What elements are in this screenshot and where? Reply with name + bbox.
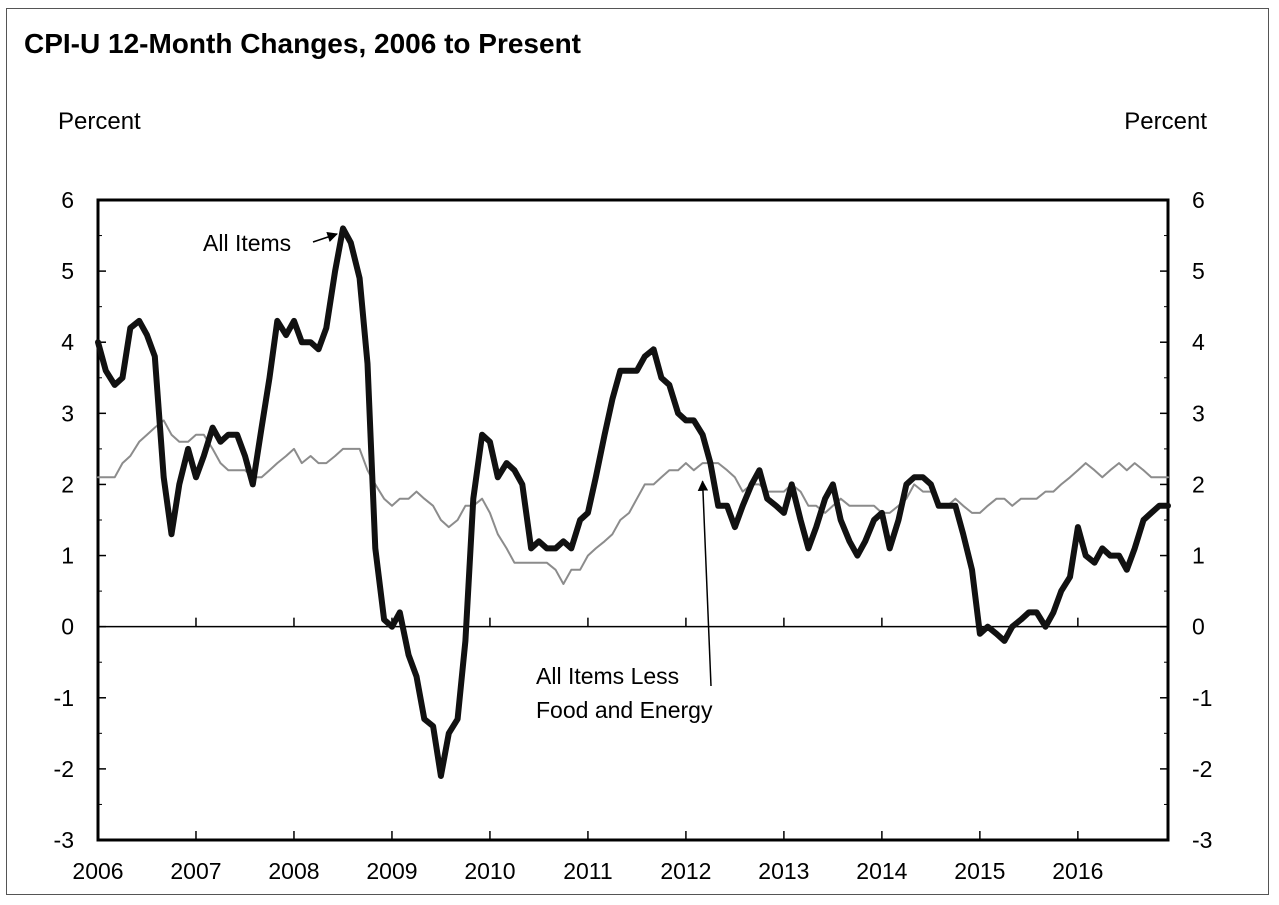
- y-tick-label-right: 3: [1192, 400, 1205, 426]
- x-tick-label: 2015: [954, 858, 1005, 884]
- y-tick-label-left: 3: [61, 400, 74, 426]
- y-tick-label-right: 2: [1192, 471, 1205, 497]
- chart-title: CPI-U 12-Month Changes, 2006 to Present: [24, 28, 582, 59]
- y-tick-label-left: 1: [61, 543, 74, 569]
- annotation-all-items: All Items: [203, 230, 291, 256]
- y-tick-label-left: -2: [54, 756, 74, 782]
- plot-border: [96, 198, 1170, 842]
- y-tick-label-left: 4: [61, 329, 74, 355]
- y-tick-label-left: 0: [61, 614, 74, 640]
- y-tick-label-right: -1: [1192, 685, 1212, 711]
- y-tick-label-left: 5: [61, 258, 74, 284]
- y-tick-label-right: 5: [1192, 258, 1205, 284]
- x-tick-label: 2007: [170, 858, 221, 884]
- x-tick-label: 2008: [268, 858, 319, 884]
- y-tick-label-right: 0: [1192, 614, 1205, 640]
- y-tick-label-left: 6: [61, 187, 74, 213]
- annotation-arrow-all-items: [312, 232, 338, 243]
- x-tick-label: 2006: [72, 858, 123, 884]
- annotation-arrow-core: [697, 480, 712, 687]
- y-axis-label-left: Percent: [58, 108, 141, 135]
- annotation-core-line: Food and Energy: [536, 697, 713, 723]
- y-tick-label-left: -1: [54, 685, 74, 711]
- x-tick-label: 2012: [660, 858, 711, 884]
- annotation-core-line: All Items Less: [536, 663, 679, 689]
- y-tick-label-left: 2: [61, 471, 74, 497]
- y-tick-label-right: -2: [1192, 756, 1212, 782]
- y-tick-label-right: 4: [1192, 329, 1205, 355]
- y-tick-label-right: -3: [1192, 827, 1212, 853]
- x-tick-label: 2009: [366, 858, 417, 884]
- x-tick-label: 2011: [563, 858, 612, 884]
- y-tick-label-right: 6: [1192, 187, 1205, 213]
- series-line-core: [97, 419, 1169, 585]
- series-line-all-items: [95, 225, 1171, 779]
- chart-frame: [6, 8, 1269, 895]
- y-tick-label-right: 1: [1192, 543, 1205, 569]
- x-tick-label: 2016: [1052, 858, 1103, 884]
- y-axis-label-right: Percent: [1124, 108, 1207, 135]
- y-tick-label-left: -3: [54, 827, 74, 853]
- x-tick-label: 2010: [464, 858, 515, 884]
- x-tick-label: 2013: [758, 858, 809, 884]
- x-tick-label: 2014: [856, 858, 907, 884]
